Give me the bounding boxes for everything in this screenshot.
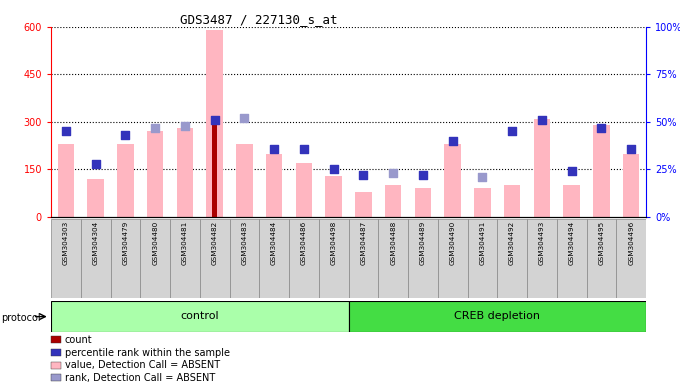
Bar xyxy=(348,301,646,332)
Point xyxy=(61,128,71,134)
Text: GSM304496: GSM304496 xyxy=(628,221,634,265)
Text: GSM304489: GSM304489 xyxy=(420,221,426,265)
Bar xyxy=(438,219,468,298)
Bar xyxy=(170,219,200,298)
Text: GSM304486: GSM304486 xyxy=(301,221,307,265)
Bar xyxy=(497,219,527,298)
Text: GSM304490: GSM304490 xyxy=(449,221,456,265)
Bar xyxy=(117,144,133,217)
Bar xyxy=(296,163,312,217)
Point xyxy=(150,124,160,131)
Bar xyxy=(110,219,140,298)
Point xyxy=(447,138,458,144)
Bar xyxy=(355,192,371,217)
Bar xyxy=(564,185,580,217)
Text: GSM304487: GSM304487 xyxy=(360,221,367,265)
Text: GSM304494: GSM304494 xyxy=(568,221,575,265)
Bar xyxy=(236,144,252,217)
Text: GSM304492: GSM304492 xyxy=(509,221,515,265)
Text: GSM304482: GSM304482 xyxy=(211,221,218,265)
Bar xyxy=(504,185,520,217)
Bar xyxy=(326,176,342,217)
Bar xyxy=(623,154,639,217)
Bar xyxy=(557,219,586,298)
Text: GSM304303: GSM304303 xyxy=(63,221,69,265)
Bar xyxy=(88,179,104,217)
Bar xyxy=(378,219,408,298)
Text: count: count xyxy=(65,335,92,345)
Bar xyxy=(230,219,259,298)
Bar xyxy=(586,219,616,298)
Bar xyxy=(534,119,550,217)
Text: GSM304491: GSM304491 xyxy=(479,221,486,265)
Bar xyxy=(527,219,557,298)
Bar xyxy=(319,219,348,298)
Text: GSM304480: GSM304480 xyxy=(152,221,158,265)
Text: control: control xyxy=(180,311,219,321)
Bar xyxy=(259,219,289,298)
Bar xyxy=(200,219,230,298)
Text: protocol: protocol xyxy=(1,313,41,323)
Bar xyxy=(415,189,431,217)
Text: GSM304488: GSM304488 xyxy=(390,221,396,265)
Bar xyxy=(51,301,348,332)
Bar xyxy=(474,189,490,217)
Point xyxy=(596,124,607,131)
Bar xyxy=(177,128,193,217)
Text: GSM304498: GSM304498 xyxy=(330,221,337,265)
Point xyxy=(507,128,517,134)
Point xyxy=(239,115,250,121)
Text: value, Detection Call = ABSENT: value, Detection Call = ABSENT xyxy=(65,360,220,370)
Point xyxy=(328,166,339,172)
Bar xyxy=(81,219,110,298)
Bar xyxy=(385,185,401,217)
Point xyxy=(388,170,398,176)
Text: GSM304495: GSM304495 xyxy=(598,221,605,265)
Point xyxy=(90,161,101,167)
Point xyxy=(209,117,220,123)
Text: GSM304304: GSM304304 xyxy=(92,221,99,265)
Bar xyxy=(616,219,646,298)
Point xyxy=(566,168,577,174)
Point xyxy=(358,172,369,178)
Point xyxy=(477,174,488,180)
Point xyxy=(537,117,547,123)
Bar xyxy=(408,219,438,298)
Bar xyxy=(468,219,497,298)
Text: GDS3487 / 227130_s_at: GDS3487 / 227130_s_at xyxy=(180,13,337,26)
Bar xyxy=(266,154,282,217)
Bar xyxy=(445,144,461,217)
Bar xyxy=(147,131,163,217)
Text: GSM304481: GSM304481 xyxy=(182,221,188,265)
Bar xyxy=(58,144,74,217)
Text: CREB depletion: CREB depletion xyxy=(454,311,540,321)
Bar xyxy=(593,125,609,217)
Bar xyxy=(211,116,218,217)
Bar xyxy=(140,219,170,298)
Text: percentile rank within the sample: percentile rank within the sample xyxy=(65,348,230,358)
Text: GSM304484: GSM304484 xyxy=(271,221,277,265)
Text: GSM304479: GSM304479 xyxy=(122,221,129,265)
Point xyxy=(180,122,190,129)
Point xyxy=(269,146,279,152)
Point xyxy=(626,146,636,152)
Text: GSM304483: GSM304483 xyxy=(241,221,248,265)
Point xyxy=(418,172,428,178)
Text: GSM304493: GSM304493 xyxy=(539,221,545,265)
Bar xyxy=(348,219,378,298)
Point xyxy=(120,132,131,138)
Bar xyxy=(51,219,81,298)
Text: rank, Detection Call = ABSENT: rank, Detection Call = ABSENT xyxy=(65,373,215,383)
Bar xyxy=(289,219,319,298)
Point xyxy=(299,146,309,152)
Bar xyxy=(207,30,223,217)
